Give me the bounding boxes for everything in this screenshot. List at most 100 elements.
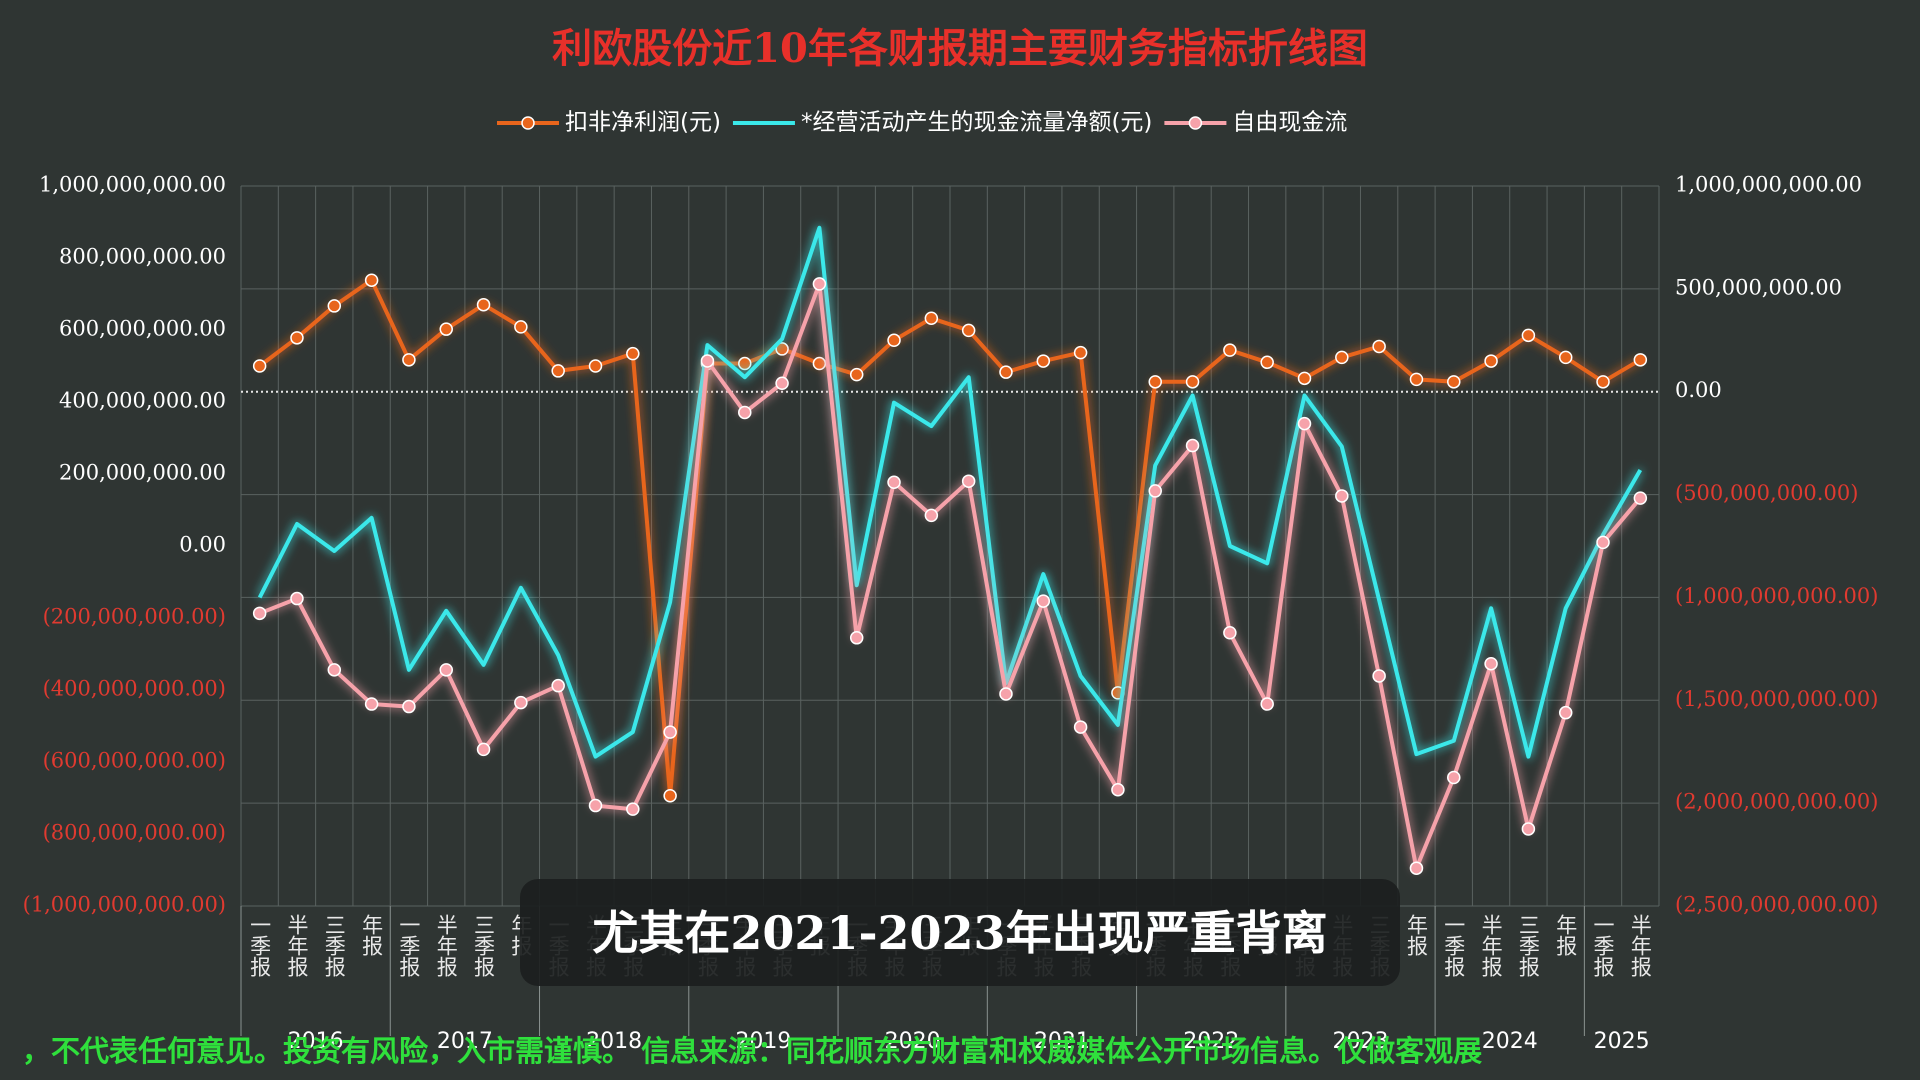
series-marker: [924, 311, 939, 326]
series-marker: [775, 376, 789, 391]
x-tick-label: 半年报: [1479, 914, 1503, 977]
series-line: [258, 278, 1642, 798]
series-marker: [1260, 355, 1274, 370]
series-marker: [849, 631, 864, 645]
series-marker: [1335, 489, 1349, 503]
series-marker: [738, 356, 752, 371]
series-marker: [626, 802, 640, 816]
x-tick-label: 一季报: [1591, 914, 1615, 977]
series-marker: [1447, 770, 1461, 785]
legend-label: 扣非净利润(元): [565, 110, 721, 136]
year-label: 2023: [1332, 1029, 1388, 1054]
series-marker: [290, 591, 304, 606]
series-marker: [1633, 353, 1648, 367]
y2-tick-label: 1,000,000,000.00: [1675, 173, 1862, 197]
series-marker: [1185, 438, 1200, 453]
series-marker: [775, 342, 789, 356]
series-marker: [588, 798, 603, 813]
series-marker: [1558, 350, 1573, 365]
legend-label: *经营活动产生的现金流量净额(元): [801, 110, 1152, 136]
series-marker: [1633, 491, 1648, 505]
series-marker: [402, 699, 416, 714]
series-marker: [1223, 343, 1237, 357]
series-marker: [1596, 535, 1610, 550]
series-marker: [1484, 354, 1498, 368]
series-marker: [1558, 705, 1573, 720]
legend-marker: [521, 116, 535, 130]
x-tick-label: 三季报: [322, 914, 346, 977]
x-tick-label: 半年报: [1628, 914, 1652, 977]
y-tick-label: 400,000,000.00: [59, 389, 226, 413]
y-tick-label: (600,000,000.00): [43, 749, 226, 773]
y2-tick-label: (1,500,000,000.00): [1675, 687, 1878, 711]
series-marker: [1372, 339, 1386, 354]
series-marker: [514, 695, 528, 710]
series-marker: [1521, 822, 1536, 836]
series-marker: [402, 353, 416, 367]
y-tick-label: (800,000,000.00): [43, 821, 226, 845]
series-marker: [1260, 697, 1274, 711]
series-marker: [364, 697, 379, 711]
legend-label: 自由现金流: [1232, 110, 1347, 136]
year-label: 2019: [735, 1029, 791, 1054]
series-marker: [1409, 372, 1424, 387]
series-marker: [1148, 375, 1162, 389]
ticker: ，不代表任何意见。投资有风险，入市需谨慎。 信息来源：同花顺东方财富和权威媒体公…: [22, 1034, 1482, 1068]
series-marker: [1036, 354, 1051, 368]
subtitle-box: [520, 879, 1400, 986]
series-marker: [327, 299, 342, 313]
legend: 扣非净利润(元) *经营活动产生的现金流量净额(元) 自由现金流: [497, 110, 1347, 136]
year-label: 2022: [1183, 1029, 1239, 1054]
series-marker: [1447, 375, 1461, 389]
series-marker: [812, 277, 827, 291]
year-label: 2017: [437, 1029, 493, 1054]
series-marker: [290, 331, 304, 345]
series-marker: [1111, 782, 1125, 797]
series-marker: [1596, 375, 1610, 389]
series-marker: [551, 678, 565, 693]
series-line: [258, 281, 1642, 871]
series-marker: [439, 322, 453, 336]
series-marker: [252, 606, 267, 621]
series-marker: [1484, 656, 1498, 671]
y2-tick-label: (2,000,000,000.00): [1675, 790, 1878, 814]
x-tick-label: 一季报: [248, 914, 272, 977]
year-label: 2021: [1034, 1029, 1090, 1054]
y2-tick-label: 0.00: [1675, 378, 1722, 402]
legend-marker: [1188, 116, 1203, 130]
series-marker: [1036, 594, 1051, 608]
series-marker: [476, 742, 491, 757]
series-marker: [1148, 484, 1162, 498]
x-tick-label: 年报: [1404, 914, 1428, 956]
y-tick-label: (400,000,000.00): [43, 677, 226, 701]
series-marker: [1073, 720, 1088, 734]
series-marker: [1073, 345, 1088, 360]
series-marker: [1185, 375, 1200, 389]
series-marker: [1297, 371, 1312, 386]
series-marker: [439, 663, 453, 677]
year-label: 2024: [1482, 1029, 1538, 1054]
x-tick-label: 一季报: [1442, 914, 1466, 977]
x-tick-label: 年报: [1554, 914, 1578, 956]
year-label: 2020: [885, 1029, 941, 1054]
series-marker: [588, 359, 603, 373]
series-marker: [1335, 350, 1349, 365]
series-marker: [1297, 416, 1312, 431]
series-marker: [849, 367, 864, 382]
series-marker: [514, 320, 528, 334]
series-line: [257, 225, 1643, 759]
x-tick-label: 半年报: [285, 914, 309, 977]
x-tick-label: 一季报: [397, 914, 421, 977]
series-marker: [663, 725, 677, 739]
series-marker: [1521, 328, 1536, 343]
y2-tick-label: (500,000,000.00): [1675, 481, 1858, 505]
series-marker: [812, 356, 827, 371]
y2-tick-label: 500,000,000.00: [1675, 275, 1842, 299]
series-marker: [327, 663, 342, 677]
series-marker: [738, 405, 752, 420]
year-label: 2018: [586, 1029, 642, 1054]
series-marker: [700, 354, 715, 368]
y-tick-label: 200,000,000.00: [59, 461, 226, 485]
